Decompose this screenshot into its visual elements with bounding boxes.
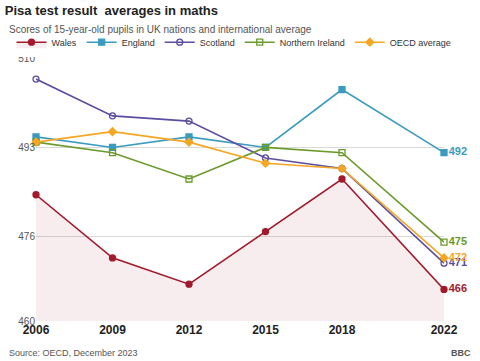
svg-text:476: 476 — [18, 231, 35, 242]
svg-text:Scores of 15-year-old pupils i: Scores of 15-year-old pupils in UK natio… — [9, 24, 312, 35]
svg-text:Pisa test result averages in: Pisa test result averages in maths — [5, 3, 218, 18]
svg-text:472: 472 — [449, 251, 467, 263]
svg-text:BBC: BBC — [451, 348, 471, 358]
svg-text:492: 492 — [449, 145, 467, 157]
svg-text:OECD average: OECD average — [390, 38, 451, 48]
svg-text:460: 460 — [18, 316, 35, 327]
svg-text:2018: 2018 — [329, 323, 356, 337]
svg-text:Northern Ireland: Northern Ireland — [280, 38, 345, 48]
svg-text:510: 510 — [18, 52, 35, 64]
svg-text:2015: 2015 — [252, 323, 279, 337]
svg-text:466: 466 — [449, 282, 467, 294]
svg-text:England: England — [122, 38, 155, 48]
svg-text:Wales: Wales — [52, 38, 77, 48]
svg-text:2022: 2022 — [431, 323, 458, 337]
svg-text:493: 493 — [18, 142, 35, 153]
svg-text:2012: 2012 — [176, 323, 203, 337]
svg-text:Source: OECD, December 2023: Source: OECD, December 2023 — [9, 348, 138, 358]
svg-text:2009: 2009 — [99, 323, 126, 337]
svg-text:471: 471 — [449, 256, 467, 268]
svg-text:475: 475 — [449, 235, 467, 247]
svg-text:2006: 2006 — [23, 323, 50, 337]
svg-text:Scotland: Scotland — [200, 38, 235, 48]
